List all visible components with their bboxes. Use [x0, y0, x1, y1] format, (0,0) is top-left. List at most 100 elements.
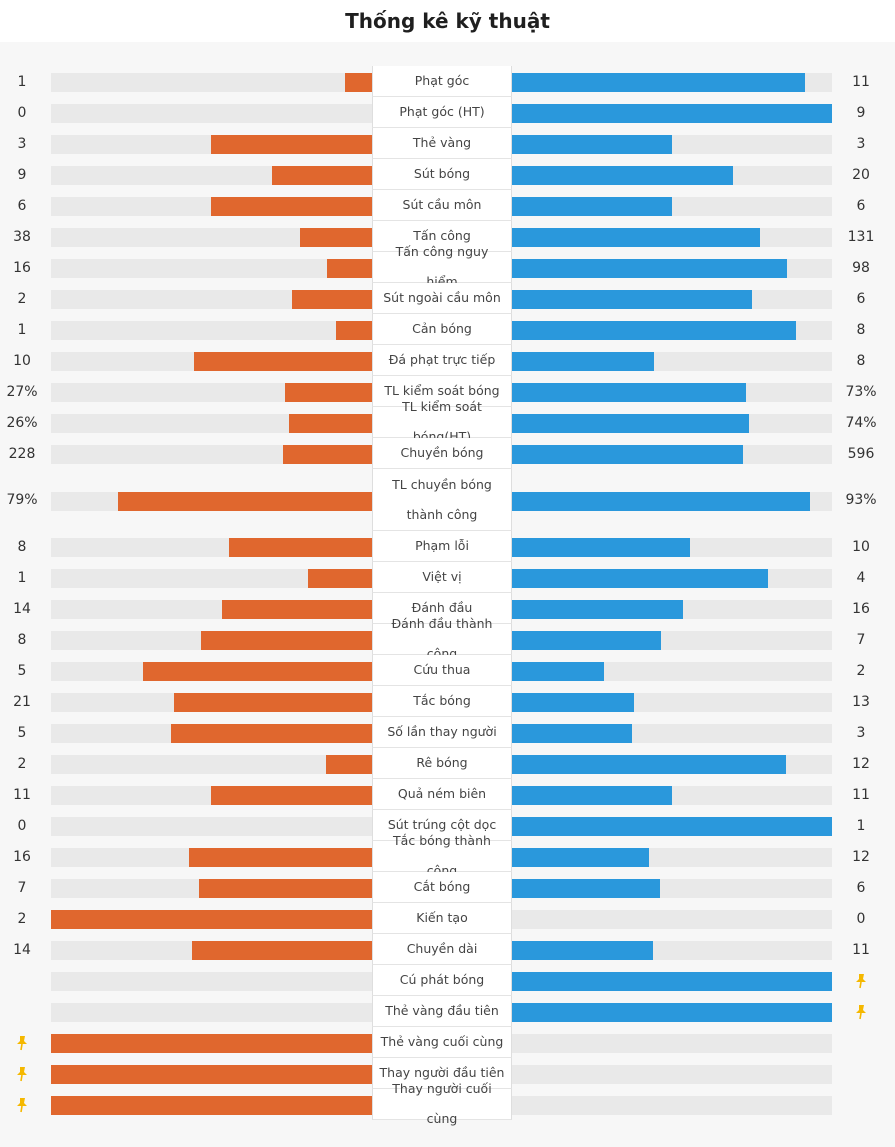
away-bar-track: [512, 600, 832, 619]
stat-label: Rê bóng: [372, 748, 512, 779]
away-bar: [512, 352, 654, 371]
stat-label: Thẻ vàng cuối cùng: [372, 1027, 512, 1058]
stat-label: Số lần thay người: [372, 717, 512, 748]
home-bar-track: [51, 73, 372, 92]
home-value: 1: [17, 321, 27, 338]
home-bar: [222, 600, 372, 619]
away-bar-track: [512, 1034, 832, 1053]
stat-row: 228 Chuyền bóng 596: [0, 438, 895, 469]
away-value: 4: [856, 569, 866, 586]
away-bar: [512, 569, 768, 588]
away-bar: [512, 972, 832, 991]
away-value: 0: [856, 910, 866, 927]
stat-label: Kiến tạo: [372, 903, 512, 934]
home-bar-track: [51, 941, 372, 960]
away-value: 2: [856, 662, 866, 679]
stat-row: Thẻ vàng đầu tiên: [0, 996, 895, 1027]
pushpin-icon: [17, 1035, 27, 1050]
home-bar-track: [51, 104, 372, 123]
home-bar: [189, 848, 372, 867]
stat-row: 16 Tắc bóng thành công 12: [0, 833, 895, 878]
away-value: 11: [852, 941, 870, 958]
away-bar: [512, 1003, 832, 1022]
away-bar-track: [512, 445, 832, 464]
away-bar-track: [512, 786, 832, 805]
home-bar-track: [51, 228, 372, 247]
home-value: 228: [8, 445, 36, 462]
away-value: 131: [847, 228, 875, 245]
home-bar-track: [51, 817, 372, 836]
home-bar-track: [51, 631, 372, 650]
stat-row: 2 Sút ngoài cầu môn 6: [0, 283, 895, 314]
home-bar: [118, 492, 372, 511]
away-value: [838, 1058, 884, 1089]
stat-label: Sút ngoài cầu môn: [372, 283, 512, 314]
stat-row: 3 Thẻ vàng 3: [0, 128, 895, 159]
home-value: 16: [13, 259, 31, 276]
away-value: 13: [852, 693, 870, 710]
stat-label: Cản bóng: [372, 314, 512, 345]
home-bar: [300, 228, 372, 247]
stat-label: Cắt bóng: [372, 872, 512, 903]
away-bar-track: [512, 1003, 832, 1022]
pushpin-icon: [856, 1004, 866, 1019]
home-bar-track: [51, 1034, 372, 1053]
home-value: 14: [13, 600, 31, 617]
home-bar: [308, 569, 372, 588]
away-bar: [512, 383, 746, 402]
away-bar: [512, 786, 672, 805]
away-bar: [512, 600, 683, 619]
home-bar-track: [51, 1065, 372, 1084]
away-value: 10: [852, 538, 870, 555]
away-bar-track: [512, 259, 832, 278]
stat-row: Thẻ vàng cuối cùng: [0, 1027, 895, 1058]
home-bar-track: [51, 321, 372, 340]
stat-row: 7 Cắt bóng 6: [0, 872, 895, 903]
away-bar-track: [512, 538, 832, 557]
away-bar: [512, 259, 787, 278]
home-value: [0, 1027, 44, 1058]
away-bar-track: [512, 104, 832, 123]
away-bar: [512, 662, 604, 681]
away-bar-track: [512, 166, 832, 185]
home-value: [0, 1089, 44, 1120]
home-value: 2: [17, 290, 27, 307]
home-bar: [51, 910, 372, 929]
away-bar: [512, 848, 649, 867]
stat-label: Thẻ vàng đầu tiên: [372, 996, 512, 1027]
stat-row: 14 Chuyền dài 11: [0, 934, 895, 965]
stat-label: Sút bóng: [372, 159, 512, 190]
home-value: 0: [17, 104, 27, 121]
home-bar: [292, 290, 372, 309]
home-value: 11: [13, 786, 31, 803]
home-bar-track: [51, 383, 372, 402]
stat-row: Thay người đầu tiên: [0, 1058, 895, 1089]
away-value: [838, 1027, 884, 1058]
home-bar: [211, 786, 372, 805]
home-value: [0, 996, 44, 1027]
home-bar-track: [51, 538, 372, 557]
away-bar-track: [512, 755, 832, 774]
home-bar: [143, 662, 372, 681]
away-bar-track: [512, 724, 832, 743]
away-bar: [512, 879, 660, 898]
home-bar-track: [51, 259, 372, 278]
pushpin-icon: [17, 1097, 27, 1112]
away-bar-track: [512, 972, 832, 991]
away-bar-track: [512, 228, 832, 247]
stat-row: 9 Sút bóng 20: [0, 159, 895, 190]
away-bar-track: [512, 941, 832, 960]
away-bar-track: [512, 848, 832, 867]
home-bar-track: [51, 445, 372, 464]
stat-label: Cứu thua: [372, 655, 512, 686]
away-value: 596: [847, 445, 875, 462]
home-value: 21: [13, 693, 31, 710]
stat-row: Cú phát bóng: [0, 965, 895, 996]
stat-row: Thay người cuối cùng: [0, 1081, 895, 1126]
stat-row: 21 Tắc bóng 13: [0, 686, 895, 717]
home-value: 38: [13, 228, 31, 245]
home-bar: [201, 631, 372, 650]
away-bar: [512, 321, 796, 340]
home-bar-track: [51, 693, 372, 712]
home-value: 8: [17, 538, 27, 555]
